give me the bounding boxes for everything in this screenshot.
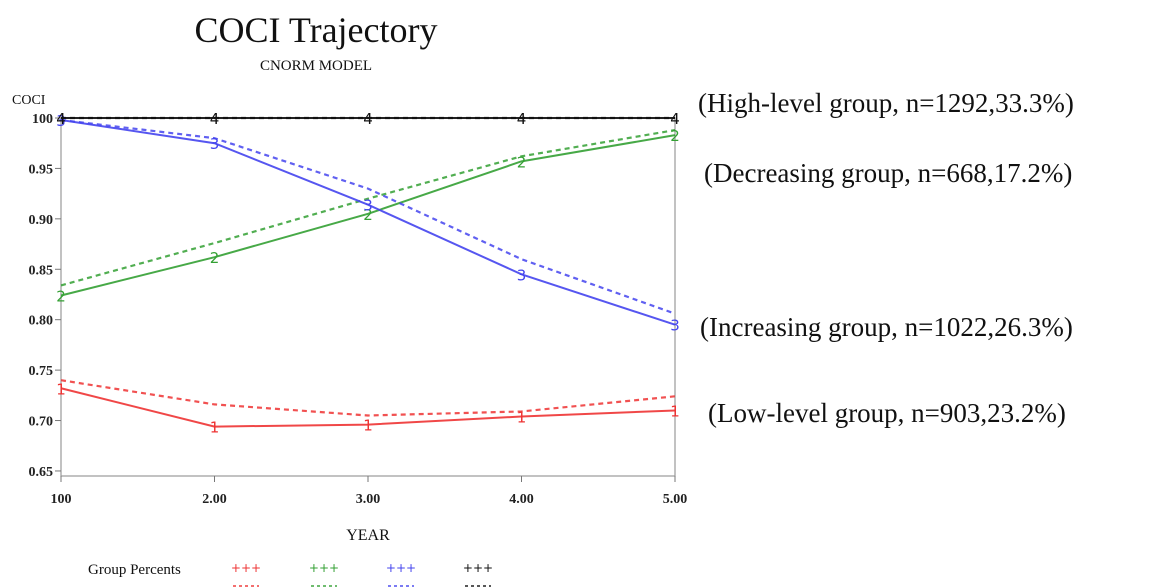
series-3-point: 3	[670, 317, 680, 335]
chart-subtitle: CNORM MODEL	[260, 58, 372, 74]
annotation-increasing: (Increasing group, n=1022,26.3%)	[700, 312, 1073, 342]
y-tick-label: 0.85	[29, 263, 54, 278]
series-3-predicted-line	[60, 118, 676, 315]
series-2-point: 2	[517, 153, 527, 171]
series-1-predicted-line	[60, 379, 676, 417]
y-tick-label: 0.75	[29, 364, 54, 379]
x-tick-label: 4.00	[509, 492, 534, 507]
series-2-predicted-line	[60, 129, 676, 287]
series-2-observed-line	[60, 134, 676, 297]
y-tick-label: 0.90	[29, 213, 54, 228]
series-1-observed-line	[60, 387, 676, 428]
x-axis-label: YEAR	[346, 527, 390, 544]
annotation-decreasing: (Decreasing group, n=668,17.2%)	[704, 158, 1073, 188]
y-tick-label: 0.70	[29, 415, 54, 430]
series-4-point: 4	[517, 110, 527, 128]
legend-label: Group Percents	[88, 562, 181, 578]
y-tick-label: 0.95	[29, 162, 54, 177]
series-1-point: 1	[670, 402, 680, 420]
series-1-point: 1	[363, 417, 373, 435]
y-axis-label: COCI	[12, 93, 46, 108]
legend-entry-4: +++	[463, 561, 493, 575]
series-3-point: 3	[363, 197, 373, 215]
x-tick-label: 5.00	[663, 492, 688, 507]
series-3-point: 3	[56, 112, 66, 130]
x-tick-label: 2.00	[202, 492, 227, 507]
annotation-low-level: (Low-level group, n=903,23.2%)	[708, 398, 1066, 428]
series-2-point: 2	[670, 127, 680, 145]
x-tick-label: 100	[51, 492, 72, 507]
series-1-point: 1	[517, 409, 527, 427]
annotation-high-level: (High-level group, n=1292,33.3%)	[698, 88, 1074, 118]
series-4-point: 4	[56, 110, 66, 128]
series-3-observed-line	[60, 119, 676, 326]
legend-entry-1: +++	[231, 561, 261, 575]
series-2-point: 2	[210, 249, 220, 267]
series-4-point: 4	[670, 110, 680, 128]
series-3-point: 3	[517, 266, 527, 284]
y-tick-label: 0.80	[29, 314, 54, 329]
chart-title: COCI Trajectory	[195, 10, 438, 50]
series-4-point: 4	[363, 110, 373, 128]
series-2-point: 2	[56, 287, 66, 305]
series-3-point: 3	[210, 135, 220, 153]
series-1-point: 1	[56, 380, 66, 398]
y-tick-label: 0.65	[29, 465, 54, 480]
series-2-point: 2	[363, 206, 373, 224]
x-tick-label: 3.00	[356, 492, 381, 507]
series-1-point: 1	[210, 419, 220, 437]
legend-entry-2: +++	[309, 561, 339, 575]
y-tick-label: 100	[32, 112, 53, 127]
series-4-point: 4	[210, 110, 220, 128]
legend-entry-3: +++	[386, 561, 416, 575]
